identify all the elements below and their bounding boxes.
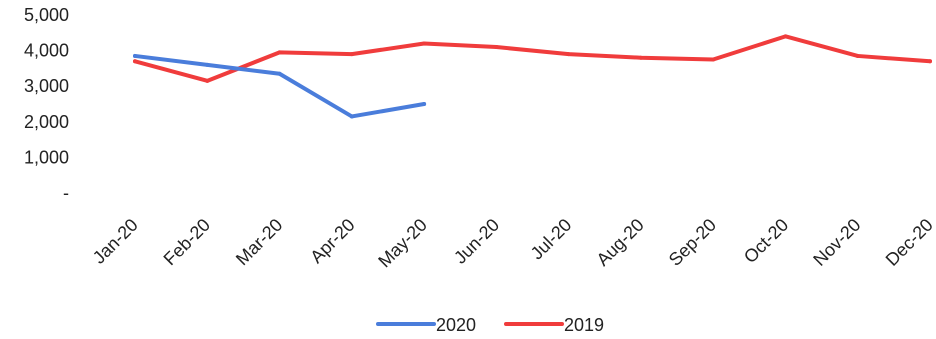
data-point-2019-Aug-20 (638, 55, 643, 60)
data-point-2019-Mar-20 (277, 50, 282, 55)
data-point-2019-Dec-20 (928, 59, 932, 64)
series-layer (133, 34, 932, 119)
x-tick-label: Jun-20 (450, 215, 503, 268)
data-point-2019-Nov-20 (855, 53, 860, 58)
x-tick-label: Feb-20 (160, 215, 214, 269)
y-tick-label: 3,000 (24, 76, 69, 96)
data-point-2020-May-20 (422, 102, 427, 106)
data-point-2019-Sep-20 (711, 57, 716, 62)
data-point-2019-Feb-20 (205, 78, 210, 83)
x-tick-label: Jul-20 (527, 215, 576, 264)
data-point-2019-Apr-20 (349, 52, 354, 57)
x-tick-label: Apr-20 (306, 215, 358, 267)
data-point-2019-Oct-20 (783, 34, 788, 39)
data-point-2020-Mar-20 (277, 71, 282, 76)
x-tick-label: Sep-20 (665, 215, 720, 270)
x-axis: Jan-20 Feb-20 Mar-20 Apr-20 May-20 Jun-20 Jul-… (89, 215, 936, 272)
legend-label-2020: 2020 (436, 315, 476, 335)
y-tick-label: 5,000 (24, 5, 69, 25)
data-point-2019-Jun-20 (494, 45, 499, 50)
y-tick-label: 2,000 (24, 112, 69, 132)
series-line-2020 (133, 53, 427, 119)
y-tick-label: 4,000 (24, 41, 69, 61)
x-tick-label: Aug-20 (593, 215, 648, 270)
y-axis: - 1,000 2,000 3,000 4,000 5,000 (24, 5, 69, 203)
data-point-2019-Jul-20 (566, 52, 571, 57)
x-tick-label: Nov-20 (809, 215, 864, 270)
data-point-2020-Jan-20 (133, 53, 137, 58)
x-tick-label: Dec-20 (882, 215, 936, 270)
data-point-2019-May-20 (422, 41, 427, 46)
legend-label-2019: 2019 (564, 315, 604, 335)
data-point-2020-Feb-20 (205, 62, 210, 67)
legend: 2020 2019 (376, 315, 604, 335)
x-tick-label: Jan-20 (89, 215, 142, 268)
x-tick-label: May-20 (374, 215, 431, 272)
data-point-2019-Jan-20 (133, 59, 137, 64)
x-tick-label: Oct-20 (740, 215, 792, 267)
x-tick-label: Mar-20 (232, 215, 286, 269)
series-line-2019 (133, 34, 932, 83)
data-point-2020-Apr-20 (349, 114, 354, 119)
y-tick-label: 1,000 (24, 147, 69, 167)
y-tick-label: - (63, 183, 69, 203)
